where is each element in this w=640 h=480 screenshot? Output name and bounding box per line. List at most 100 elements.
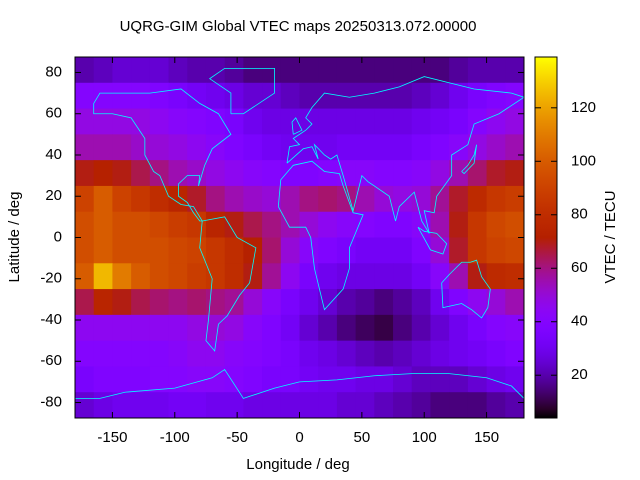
heatmap-cell xyxy=(505,237,524,264)
heatmap xyxy=(75,57,524,418)
heatmap-cell xyxy=(374,57,394,84)
heatmap-cell xyxy=(149,237,170,264)
heatmap-cell xyxy=(280,82,300,110)
heatmap-cell xyxy=(75,237,95,264)
heatmap-cell xyxy=(262,366,282,393)
heatmap-cell xyxy=(449,134,469,161)
heatmap-cell xyxy=(299,289,319,316)
heatmap-cell xyxy=(280,57,300,84)
heatmap-cell xyxy=(243,82,263,110)
x-tick-label: 100 xyxy=(412,429,437,446)
heatmap-cell xyxy=(280,340,300,367)
heatmap-cell xyxy=(243,57,263,84)
heatmap-cell xyxy=(187,57,207,84)
heatmap-cell xyxy=(505,366,524,393)
heatmap-cell xyxy=(224,340,244,367)
colorbar-tick-label: 80 xyxy=(571,206,588,223)
heatmap-cell xyxy=(168,108,188,135)
heatmap-cell xyxy=(149,366,170,393)
heatmap-cell xyxy=(149,340,170,367)
heatmap-cell xyxy=(280,263,300,290)
heatmap-cell xyxy=(262,57,282,84)
heatmap-cell xyxy=(243,289,263,316)
heatmap-cell xyxy=(411,263,431,290)
heatmap-cell xyxy=(205,108,226,135)
heatmap-cell xyxy=(318,392,338,418)
heatmap-cell xyxy=(430,314,450,342)
heatmap-cell xyxy=(355,366,375,393)
heatmap-cell xyxy=(112,211,132,238)
heatmap-cell xyxy=(299,314,319,342)
coastlines xyxy=(75,68,524,398)
colorbar-tick-label: 20 xyxy=(571,366,588,383)
heatmap-cell xyxy=(224,314,244,342)
heatmap-cell xyxy=(131,289,151,316)
heatmap-cell xyxy=(486,340,506,367)
heatmap-cell xyxy=(93,160,113,187)
heatmap-cell xyxy=(205,237,226,264)
heatmap-cell xyxy=(75,289,95,316)
heatmap-cell xyxy=(187,211,207,238)
colorbar-tick-label: 120 xyxy=(571,99,596,116)
heatmap-cell xyxy=(75,263,95,290)
heatmap-cell xyxy=(486,185,506,213)
heatmap-cell xyxy=(149,82,170,110)
heatmap-cell xyxy=(449,314,469,342)
heatmap-cell xyxy=(131,108,151,135)
heatmap-cell xyxy=(505,160,524,187)
heatmap-cell xyxy=(449,82,469,110)
heatmap-cell xyxy=(93,185,113,213)
heatmap-cell xyxy=(467,237,488,264)
heatmap-cell xyxy=(243,392,263,418)
heatmap-cell xyxy=(280,108,300,135)
heatmap-cell xyxy=(75,134,95,161)
heatmap-cell xyxy=(355,340,375,367)
heatmap-cell xyxy=(187,289,207,316)
heatmap-cell xyxy=(355,82,375,110)
heatmap-cell xyxy=(93,237,113,264)
heatmap-cell xyxy=(149,185,170,213)
heatmap-cell xyxy=(355,289,375,316)
heatmap-cell xyxy=(187,134,207,161)
heatmap-cell xyxy=(355,134,375,161)
heatmap-cell xyxy=(243,185,263,213)
heatmap-cell xyxy=(187,314,207,342)
heatmap-cell xyxy=(336,340,357,367)
heatmap-cell xyxy=(168,237,188,264)
heatmap-cell xyxy=(224,392,244,418)
heatmap-cell xyxy=(374,366,394,393)
heatmap-cell xyxy=(168,57,188,84)
heatmap-cell xyxy=(187,263,207,290)
heatmap-cell xyxy=(318,160,338,187)
heatmap-cell xyxy=(299,340,319,367)
heatmap-cell xyxy=(374,263,394,290)
heatmap-cell xyxy=(112,366,132,393)
heatmap-cell xyxy=(355,211,375,238)
heatmap-cell xyxy=(411,340,431,367)
heatmap-cell xyxy=(280,314,300,342)
heatmap-cell xyxy=(449,263,469,290)
heatmap-cell xyxy=(112,392,132,418)
heatmap-cell xyxy=(75,82,95,110)
heatmap-cell xyxy=(374,340,394,367)
heatmap-cell xyxy=(93,57,113,84)
heatmap-cell xyxy=(149,134,170,161)
coastline xyxy=(278,161,363,310)
heatmap-cell xyxy=(93,289,113,316)
heatmap-cell xyxy=(393,57,413,84)
heatmap-cell xyxy=(205,211,226,238)
heatmap-cell xyxy=(187,160,207,187)
heatmap-cell xyxy=(411,237,431,264)
heatmap-cell xyxy=(336,237,357,264)
heatmap-cell xyxy=(467,160,488,187)
heatmap-cell xyxy=(486,134,506,161)
heatmap-cell xyxy=(187,185,207,213)
heatmap-cell xyxy=(318,237,338,264)
heatmap-cell xyxy=(505,211,524,238)
heatmap-cell xyxy=(224,82,244,110)
heatmap-cell xyxy=(336,314,357,342)
heatmap-cell xyxy=(318,82,338,110)
heatmap-cell xyxy=(355,237,375,264)
heatmap-cell xyxy=(131,160,151,187)
heatmap-cell xyxy=(280,392,300,418)
